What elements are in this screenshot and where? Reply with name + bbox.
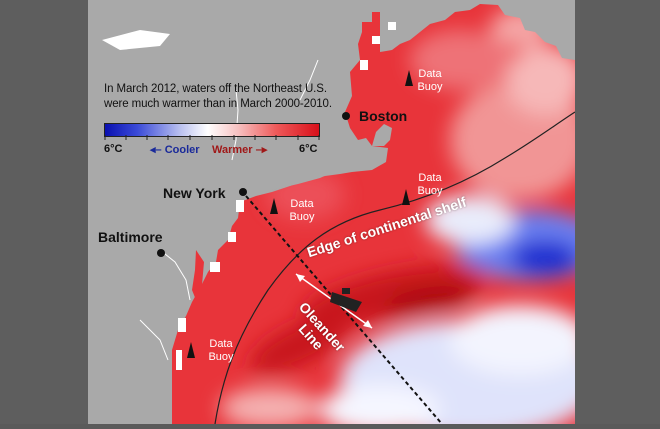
ship-icon bbox=[295, 273, 373, 329]
new-york-marker bbox=[239, 188, 247, 196]
legend-ticks bbox=[104, 135, 320, 140]
legend-warmer-label: Warmer –▸ bbox=[212, 143, 267, 156]
buoy-icon bbox=[402, 189, 410, 205]
cooler-text: Cooler bbox=[164, 144, 200, 156]
inland-lakes bbox=[102, 30, 170, 50]
buoy-icons bbox=[187, 70, 413, 358]
inland-bays bbox=[192, 250, 204, 300]
buoy-icon bbox=[405, 70, 413, 86]
frame-right bbox=[575, 0, 660, 424]
buoy-label-gulf-of-maine: Data Buoy bbox=[417, 68, 443, 93]
legend-high-label: 6°C bbox=[299, 143, 318, 155]
frame-left bbox=[0, 0, 88, 424]
legend-low-label: 6°C bbox=[104, 143, 123, 155]
coastal-fringe bbox=[176, 22, 396, 370]
boston-marker bbox=[342, 112, 350, 120]
shelf-edge-line bbox=[214, 111, 576, 425]
buoy-label-mid-atlantic: Data Buoy bbox=[208, 338, 234, 363]
oleander-line bbox=[245, 195, 443, 425]
right-arrow-icon: –▸ bbox=[255, 144, 268, 156]
left-arrow-icon: ◂– bbox=[150, 144, 162, 156]
buoy-label-new-york-bight: Data Buoy bbox=[289, 198, 315, 223]
buoy-icon bbox=[187, 342, 195, 358]
warmer-text: Warmer bbox=[212, 144, 253, 156]
anomaly-field bbox=[220, 8, 605, 429]
city-baltimore: Baltimore bbox=[98, 229, 163, 245]
legend-cooler-label: ◂– Cooler bbox=[150, 143, 200, 156]
baltimore-marker bbox=[157, 249, 165, 257]
city-new-york: New York bbox=[163, 185, 226, 201]
city-boston: Boston bbox=[359, 108, 408, 124]
buoy-icon bbox=[270, 198, 278, 214]
caption: In March 2012, waters off the Northeast … bbox=[104, 83, 332, 110]
buoy-label-shelf-east: Data Buoy bbox=[417, 172, 443, 197]
